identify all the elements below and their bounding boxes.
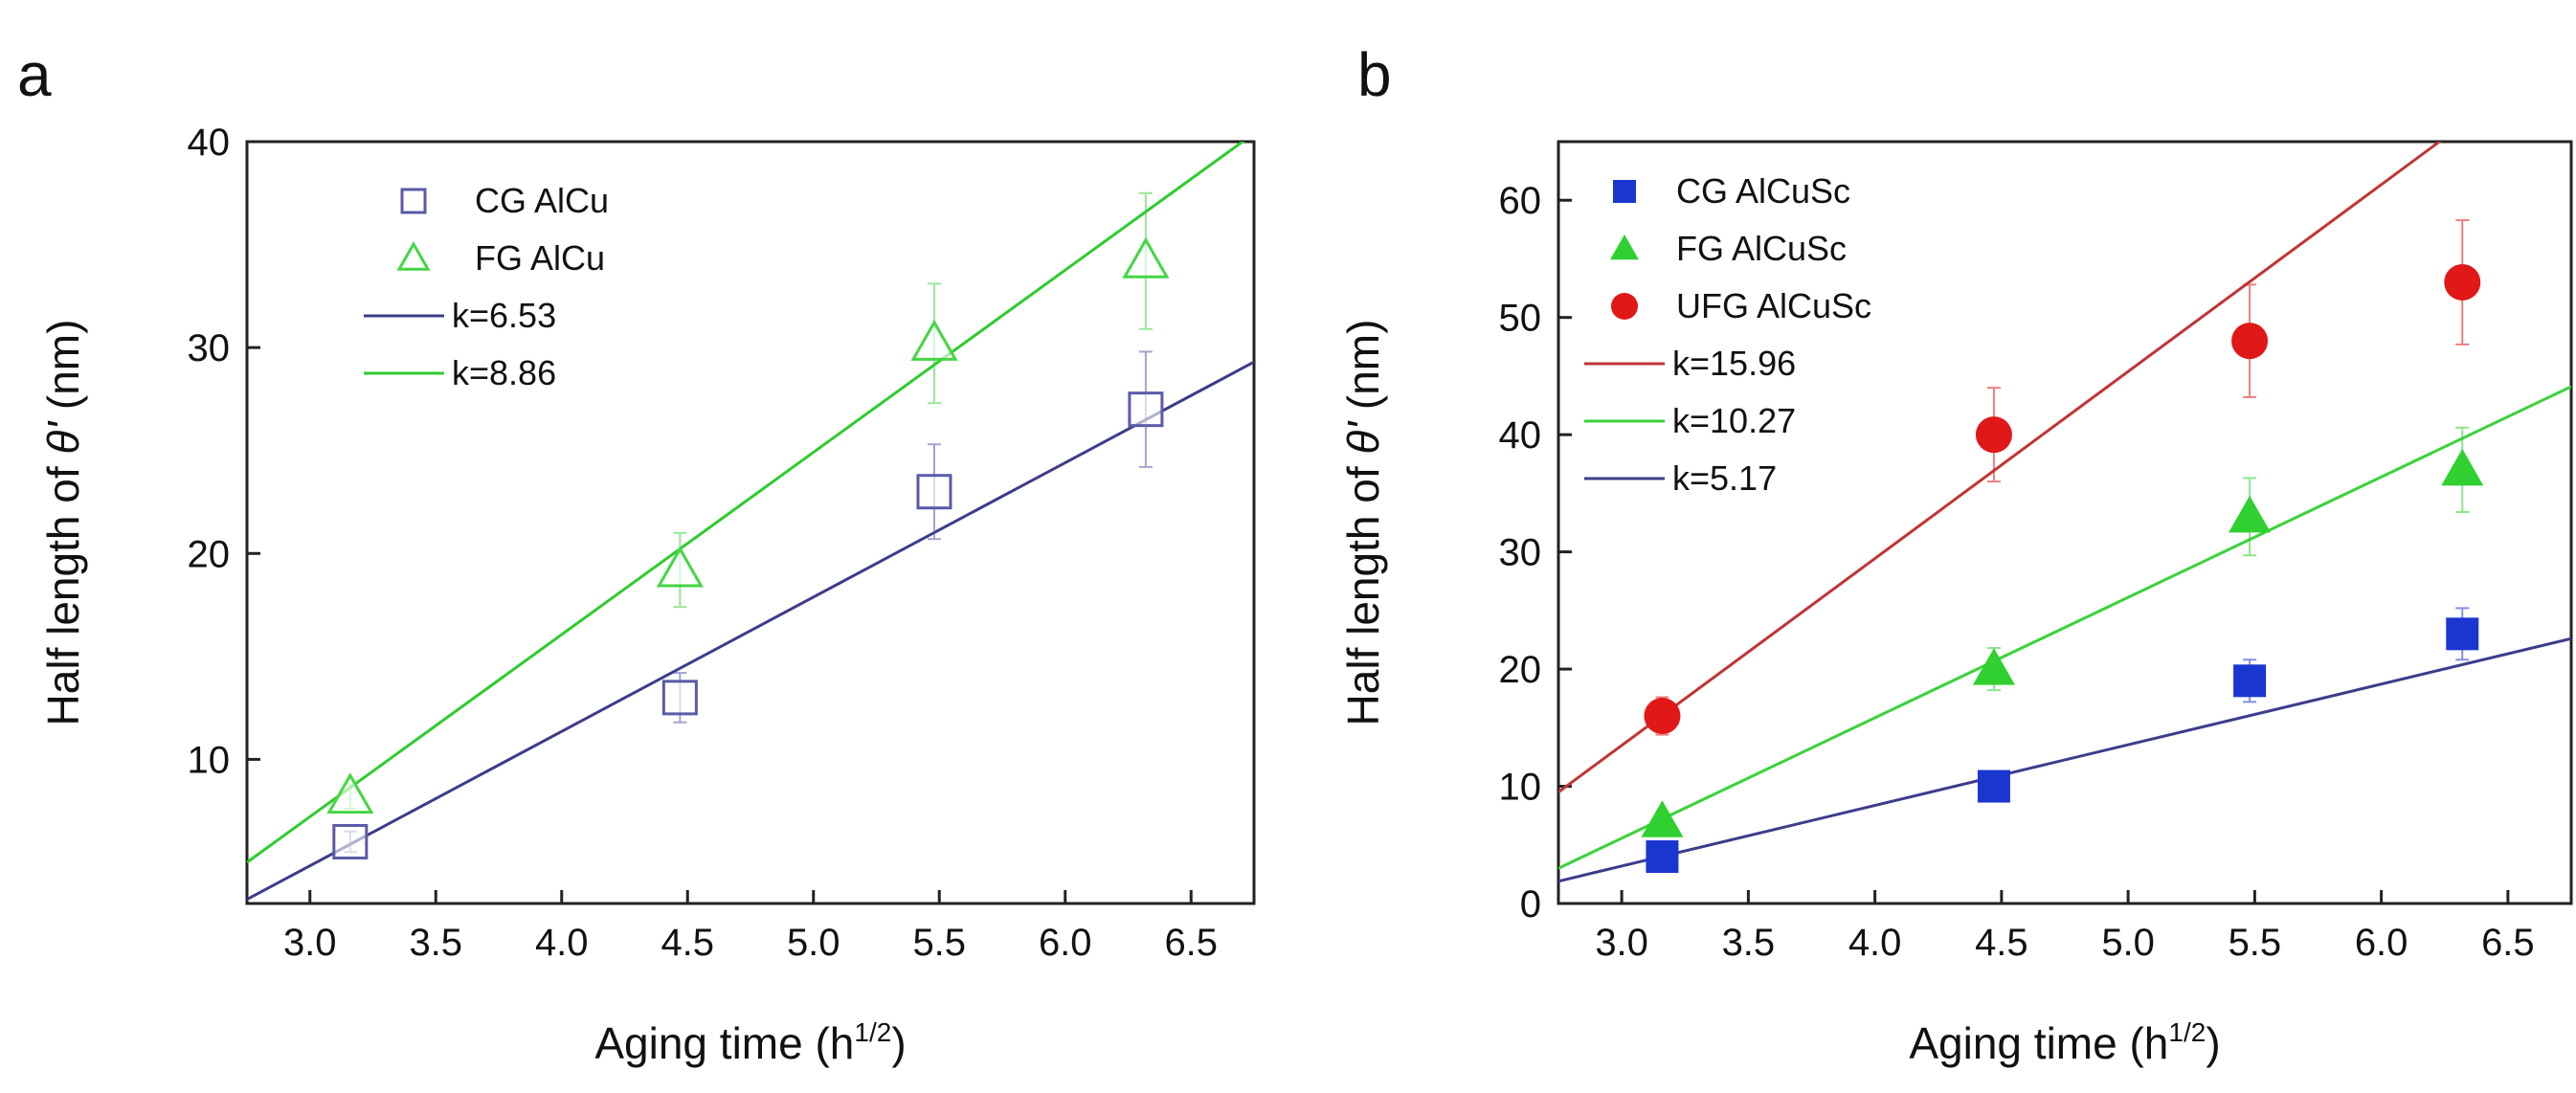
data-point-CG AlCu [332, 823, 369, 859]
data-point-UFG AlCuSc [2231, 323, 2269, 360]
data-point-FG AlCuSc [1641, 800, 1684, 837]
legend-item-UFG AlCuSc: UFG AlCuSc [1611, 286, 1871, 325]
x-tick-label: 6.0 [2355, 922, 2408, 964]
x-axis-title-b: Aging time (h1/2) [1909, 1017, 2220, 1068]
fit-lines-b [1558, 142, 2571, 883]
x-tick-label: 6.5 [1164, 922, 1218, 964]
fit-lines-a [247, 142, 1254, 902]
y-tick-label: 60 [1499, 180, 1542, 222]
data-point-FG AlCuSc [1972, 648, 2015, 685]
legend-item-k=10.27: k=10.27 [1584, 401, 1796, 440]
x-tick-label: 4.5 [1975, 922, 2028, 964]
legend-label: k=10.27 [1672, 401, 1796, 440]
x-tick-label: 6.0 [1039, 922, 1092, 964]
legend-label: k=15.96 [1672, 344, 1796, 383]
x-tick-label: 5.0 [2101, 922, 2155, 964]
y-tick-label: 20 [1499, 649, 1542, 691]
legend-item-k=15.96: k=15.96 [1584, 344, 1796, 383]
legend-label: FG AlCu [475, 238, 605, 278]
y-tick-label: 50 [1499, 298, 1542, 340]
legend-item-k=5.17: k=5.17 [1584, 458, 1777, 498]
panel-label-b: b [1357, 40, 1392, 109]
x-tick-label: 3.0 [1595, 922, 1648, 964]
legend-item-k=8.86: k=8.86 [364, 353, 556, 392]
fit-line-k=15.96 [1558, 142, 2442, 793]
y-tick-label: 40 [1499, 414, 1542, 457]
data-point-FG AlCu [656, 546, 704, 588]
data-points-a [326, 191, 1170, 859]
data-point-CG AlCuSc [1646, 840, 1679, 874]
data-points-b [1641, 219, 2484, 874]
y-tick-label: 10 [188, 739, 231, 781]
y-tick-label: 30 [188, 327, 231, 369]
data-point-CG AlCuSc [2233, 664, 2267, 698]
axis-ticks-b: 3.0 3.5 4.0 4.5 5.0 5.5 6.0 6.5 0 10 20 30 40 50 60 [1499, 180, 2535, 964]
x-tick-label: 4.5 [661, 922, 714, 964]
data-point-FG AlCuSc [2229, 495, 2272, 533]
data-point-FG AlCuSc [2441, 448, 2484, 486]
panel-label-a: a [17, 40, 52, 109]
plot-frame-a [245, 140, 1256, 905]
legend-label: CG AlCuSc [1676, 171, 1850, 211]
data-point-CG AlCuSc [1977, 770, 2010, 803]
legend-a: CG AlCu FG AlCu k=6.53 k=8.86 [364, 181, 609, 392]
x-tick-label: 4.0 [1848, 922, 1902, 964]
data-point-CG AlCu [916, 474, 952, 510]
data-point-UFG AlCuSc [1644, 698, 1681, 735]
legend-item-FG AlCu: FG AlCu [396, 238, 605, 278]
legend-label: k=5.17 [1672, 458, 1777, 498]
legend-label: k=6.53 [452, 296, 556, 335]
x-tick-label: 5.5 [912, 922, 966, 964]
data-point-UFG AlCuSc [1975, 416, 2012, 454]
legend-marker [396, 240, 431, 271]
legend-label: k=8.86 [452, 353, 556, 392]
x-tick-label: 5.0 [787, 922, 840, 964]
legend-item-k=6.53: k=6.53 [364, 296, 556, 335]
fit-line-k=10.27 [1558, 385, 2571, 870]
legend-label: FG AlCuSc [1676, 229, 1847, 268]
y-tick-label: 40 [188, 122, 231, 164]
legend-marker [400, 188, 427, 214]
data-point-CG AlCu [661, 680, 698, 716]
data-point-FG AlCu [910, 319, 958, 361]
x-tick-label: 3.5 [1722, 922, 1776, 964]
fit-line-k=8.86 [247, 142, 1245, 864]
y-tick-label: 20 [188, 533, 231, 575]
x-tick-label: 4.0 [535, 922, 589, 964]
x-axis-title-a: Aging time (h1/2) [594, 1017, 906, 1068]
legend-marker [1610, 234, 1639, 260]
y-axis-title-a: Half length of θ' (nm) [38, 320, 88, 726]
chart-panel-b: b 3.0 3.5 4.0 4.5 5.0 5.5 6.0 6.50102030405060 … [1338, 40, 2573, 1068]
data-point-CG AlCu [1128, 391, 1164, 428]
y-axis-title-b: Half length of θ' (nm) [1338, 320, 1388, 726]
legend-label: UFG AlCuSc [1676, 286, 1871, 325]
legend-b: CG AlCuSc FG AlCuSc UFG AlCuSc k=15.96 k=10.… [1584, 171, 1871, 498]
x-tick-label: 5.5 [2229, 922, 2282, 964]
legend-marker [1611, 293, 1638, 320]
x-tick-label: 3.0 [283, 922, 337, 964]
data-point-FG AlCu [326, 772, 374, 814]
fit-line-k=5.17 [1558, 636, 2571, 883]
y-tick-label: 10 [1499, 767, 1542, 809]
x-tick-label: 6.5 [2481, 922, 2535, 964]
fit-line-k=6.53 [247, 360, 1254, 902]
legend-item-CG AlCu: CG AlCu [400, 181, 609, 220]
legend-item-CG AlCuSc: CG AlCuSc [1613, 171, 1850, 211]
y-tick-label: 0 [1520, 883, 1541, 926]
legend-label: CG AlCu [475, 181, 609, 220]
axis-ticks-a: 3.0 3.5 4.0 4.5 5.0 5.5 6.0 6.5 10 20 30 40 [188, 122, 1219, 964]
legend-marker [1613, 180, 1636, 203]
chart-panel-a: a 3.0 3.5 4.0 4.5 5.0 5.5 6.0 6.5 10 20 30 40 CG Al… [17, 40, 1256, 1068]
y-tick-label: 30 [1499, 532, 1542, 574]
x-tick-label: 3.5 [409, 922, 462, 964]
data-point-FG AlCu [1122, 236, 1170, 279]
data-point-UFG AlCuSc [2444, 263, 2481, 301]
legend-item-FG AlCuSc: FG AlCuSc [1610, 229, 1847, 268]
data-point-CG AlCuSc [2446, 617, 2479, 651]
plot-frame-b [1557, 140, 2573, 905]
